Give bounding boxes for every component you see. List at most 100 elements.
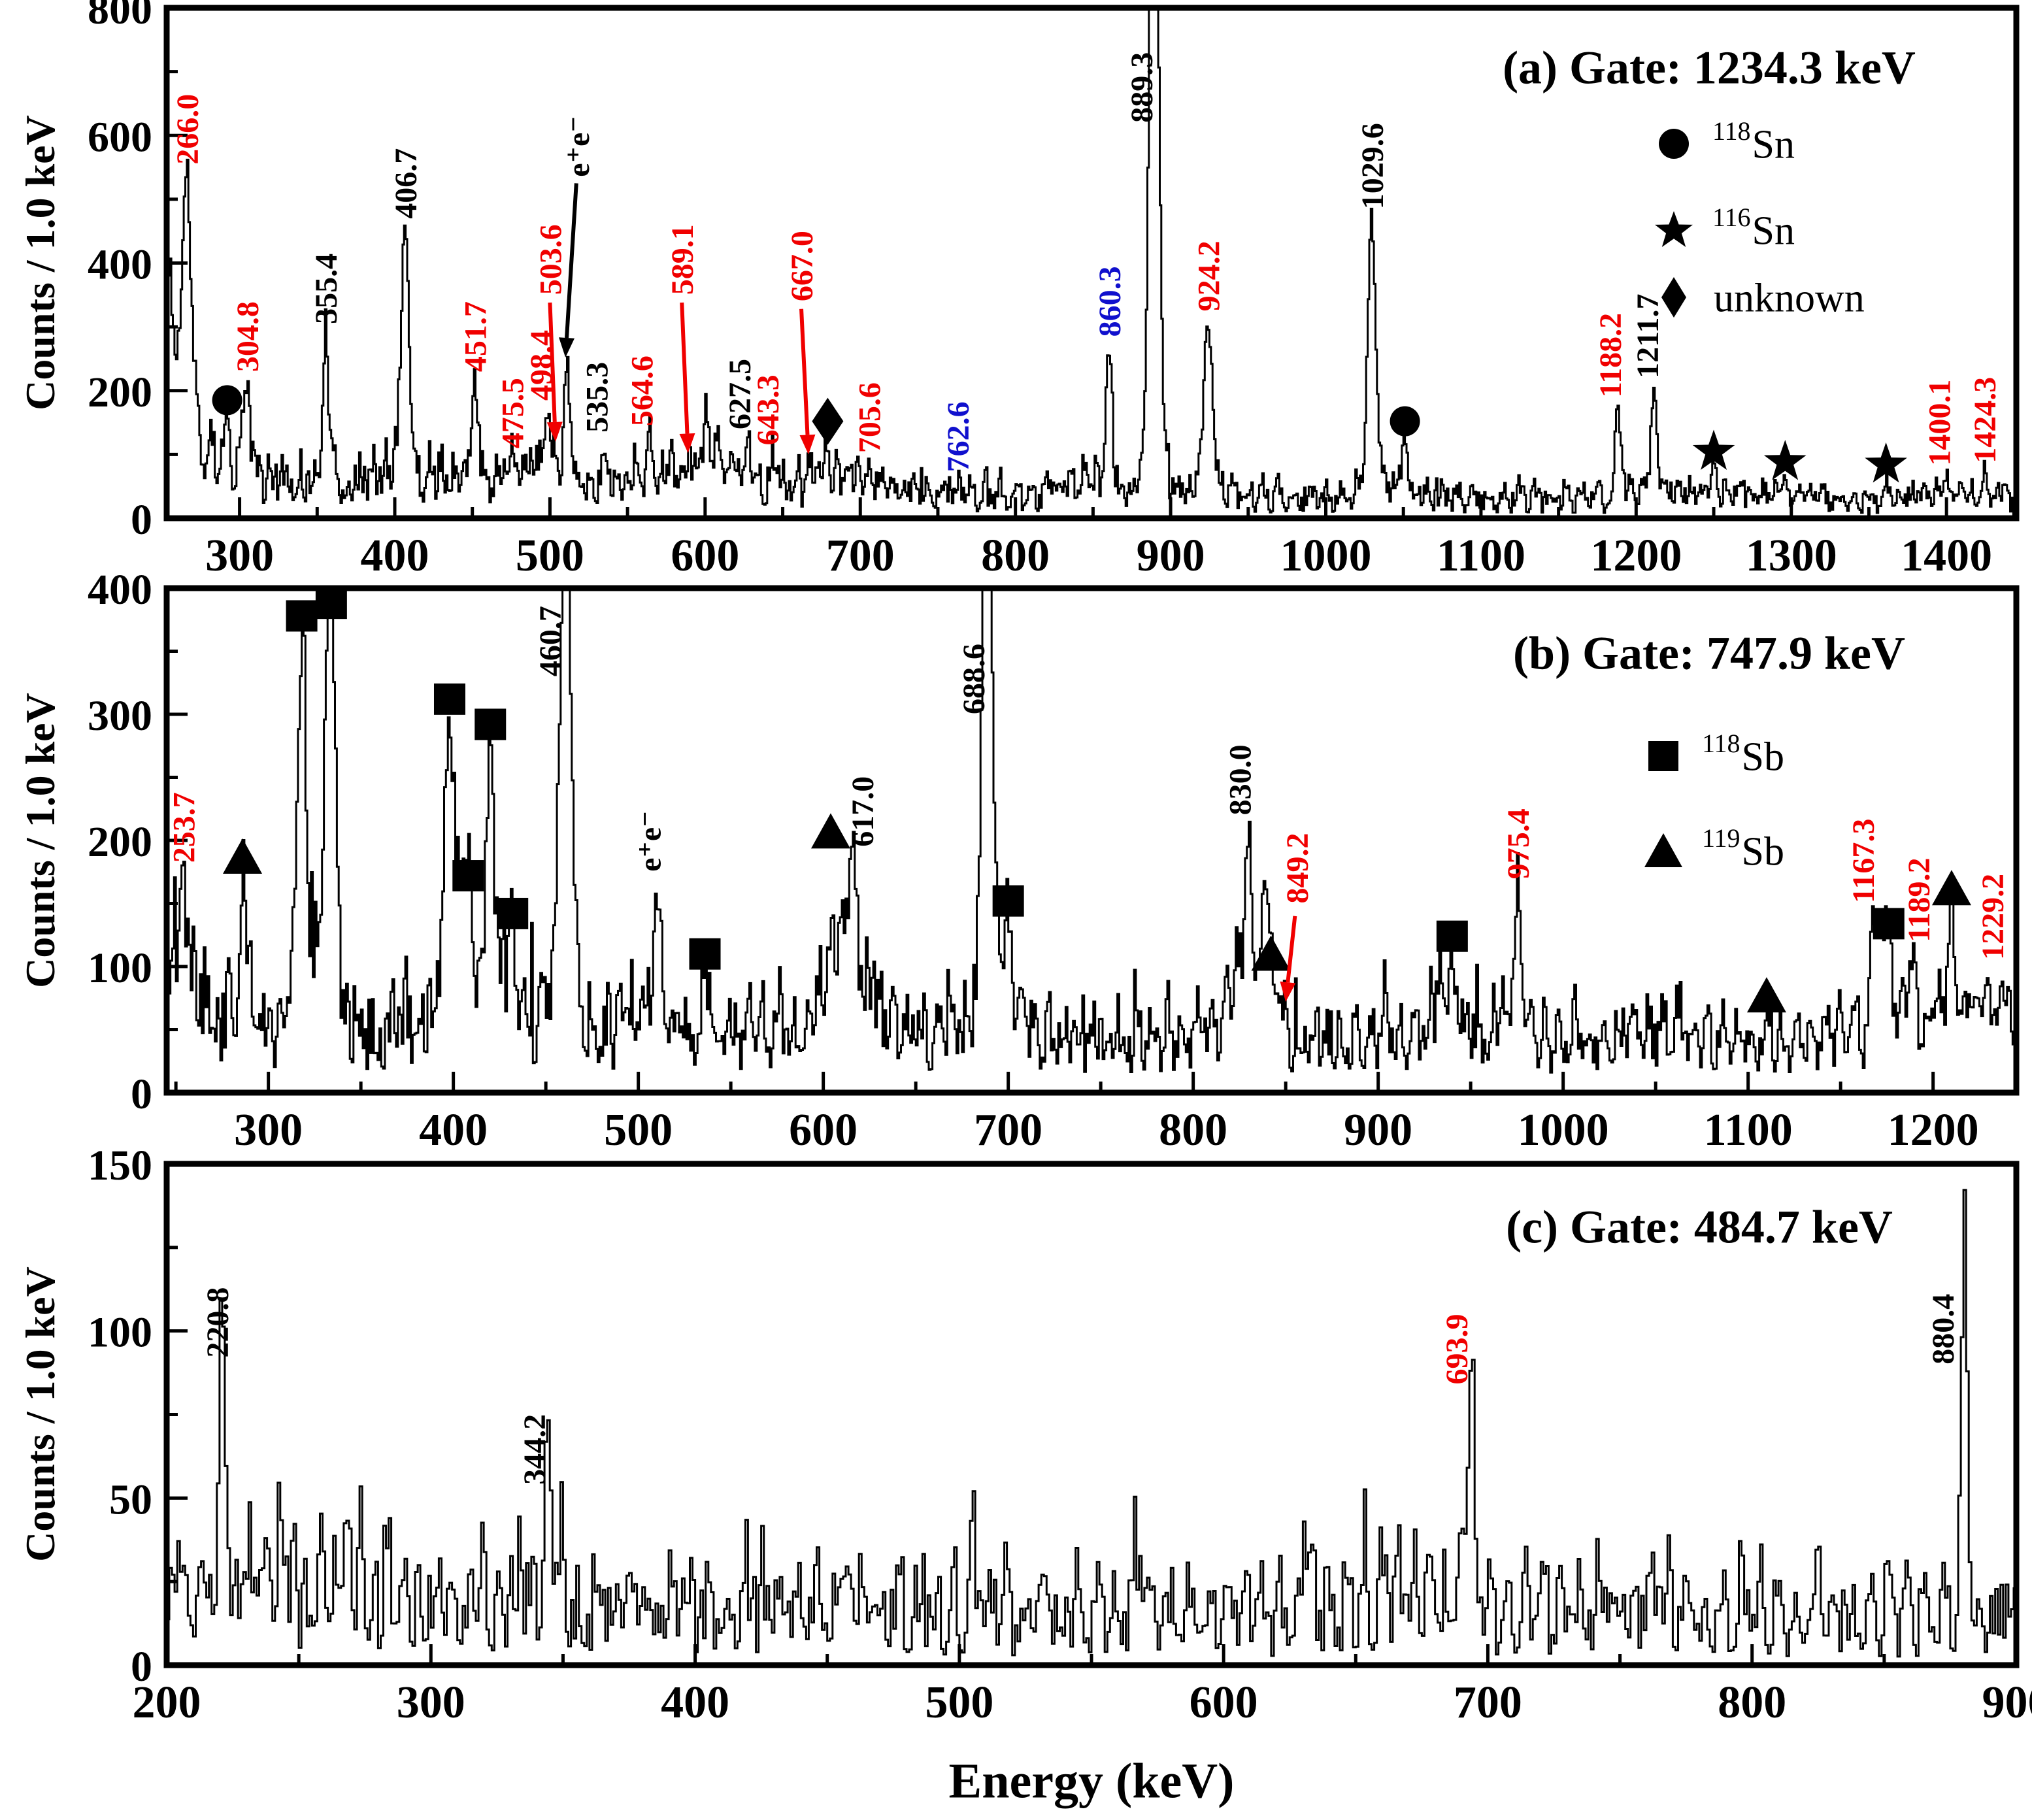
svg-text:451.7: 451.7: [459, 301, 493, 372]
legend-a-118sn-label: 118Sn: [1712, 116, 1795, 167]
svg-text:762.6: 762.6: [941, 401, 976, 472]
x-axis-label: Energy (keV): [948, 1753, 1235, 1809]
svg-text:1000: 1000: [1280, 531, 1371, 581]
peak-labels-a: 266.0304.8355.4406.7451.7475.5498.4503.6…: [171, 52, 2003, 472]
svg-text:304.8: 304.8: [231, 301, 265, 372]
svg-text:688.6: 688.6: [957, 644, 991, 714]
legend-b-118sb-label: 118Sb: [1702, 729, 1784, 780]
svg-text:1189.2: 1189.2: [1902, 857, 1937, 942]
svg-text:700: 700: [826, 531, 895, 581]
svg-text:300: 300: [234, 1105, 303, 1155]
svg-text:500: 500: [604, 1105, 673, 1155]
svg-text:700: 700: [1454, 1678, 1522, 1728]
svg-text:e⁺e⁻: e⁺e⁻: [561, 116, 596, 176]
svg-text:1000: 1000: [1518, 1105, 1609, 1155]
svg-text:800: 800: [88, 0, 152, 33]
svg-text:1400.1: 1400.1: [1922, 380, 1957, 466]
svg-text:1400: 1400: [1901, 531, 1992, 581]
svg-text:355.4: 355.4: [309, 254, 344, 324]
svg-text:0: 0: [131, 496, 152, 544]
svg-text:150: 150: [88, 1142, 152, 1189]
svg-text:1029.6: 1029.6: [1356, 123, 1390, 209]
panel-frame-a: [163, 5, 2020, 521]
svg-text:800: 800: [1159, 1105, 1227, 1155]
spectrum-b: [167, 588, 2016, 1074]
legend-a-118sn: 118Sn: [1652, 116, 1795, 167]
svg-text:1100: 1100: [1704, 1105, 1793, 1155]
arrows-a: [546, 183, 816, 455]
ticks-b: 300 400 500 600 700 800 900 1000 1100 1200 0 100 200…: [88, 566, 1979, 1155]
svg-text:667.0: 667.0: [785, 231, 820, 301]
spectrum-c: [167, 1189, 2016, 1658]
svg-text:589.1: 589.1: [665, 224, 700, 295]
svg-text:1211.7: 1211.7: [1631, 294, 1665, 378]
panel-c-title: (c) Gate: 484.7 keV: [1506, 1200, 1893, 1253]
svg-text:880.4: 880.4: [1926, 1294, 1961, 1365]
svg-text:900: 900: [1344, 1105, 1412, 1155]
svg-text:344.2: 344.2: [518, 1414, 552, 1485]
svg-text:266.0: 266.0: [171, 94, 205, 165]
svg-text:889.3: 889.3: [1125, 52, 1159, 123]
svg-text:600: 600: [1190, 1678, 1258, 1728]
y-axis-label-panel-a: Counts / 1.0 keV: [17, 115, 63, 410]
svg-text:400: 400: [88, 241, 152, 289]
svg-text:e⁺e⁻: e⁺e⁻: [633, 811, 668, 872]
svg-text:1100: 1100: [1437, 531, 1525, 581]
svg-text:643.3: 643.3: [751, 374, 786, 445]
svg-text:800: 800: [981, 531, 1050, 581]
svg-text:50: 50: [109, 1476, 152, 1523]
svg-text:253.7: 253.7: [167, 792, 202, 863]
svg-text:400: 400: [419, 1105, 488, 1155]
legend-a-116sn: 116Sn: [1652, 205, 1795, 252]
y-axis-label-panel-c: Counts / 1.0 keV: [17, 1266, 63, 1562]
svg-text:900: 900: [1982, 1678, 2032, 1728]
svg-text:500: 500: [925, 1678, 993, 1728]
panel-b-title: (b) Gate: 747.9 keV: [1513, 627, 1905, 680]
legend-b-119sb: 119Sb: [1642, 823, 1784, 874]
svg-text:849.2: 849.2: [1280, 833, 1315, 904]
svg-text:1188.2: 1188.2: [1593, 313, 1628, 397]
svg-text:600: 600: [671, 531, 739, 581]
ticks-c: 200 300 400 500 600 700 800 900 0 50 100 150: [88, 1142, 2032, 1728]
svg-text:1200: 1200: [1888, 1105, 1979, 1155]
svg-text:1424.3: 1424.3: [1968, 377, 2003, 463]
filled-square-icon: [1648, 741, 1678, 771]
svg-text:200: 200: [133, 1678, 201, 1728]
svg-text:617.0: 617.0: [846, 776, 880, 847]
svg-text:830.0: 830.0: [1223, 744, 1258, 815]
arrows-b: [1280, 916, 1297, 1002]
ticks-a: 300 400 500 600 700 800 900 1000 1100 1200 1300 140…: [88, 0, 1992, 581]
panel-b: 300 400 500 600 700 800 900 1000 1100 1200 0 100 200…: [88, 566, 2020, 1155]
svg-text:460.7: 460.7: [533, 606, 568, 676]
legend-b-118sb: 118Sb: [1642, 729, 1784, 780]
svg-text:975.4: 975.4: [1501, 808, 1536, 879]
panel-a: 300 400 500 600 700 800 900 1000 1100 1200 1300 140…: [88, 0, 2020, 581]
svg-text:600: 600: [88, 113, 152, 161]
svg-text:500: 500: [516, 531, 584, 581]
peak-markers-a: [212, 385, 1907, 483]
svg-text:800: 800: [1718, 1678, 1786, 1728]
svg-text:600: 600: [789, 1105, 858, 1155]
svg-text:1229.2: 1229.2: [1976, 874, 2010, 960]
legend-a-unknown-label: unknown: [1714, 276, 1865, 321]
svg-text:100: 100: [88, 1309, 152, 1357]
svg-text:1300: 1300: [1746, 531, 1837, 581]
svg-text:1200: 1200: [1590, 531, 1682, 581]
svg-text:200: 200: [88, 818, 152, 866]
svg-text:564.6: 564.6: [625, 356, 660, 426]
spectrum-a: [167, 8, 2016, 516]
svg-text:1167.3: 1167.3: [1846, 819, 1881, 903]
svg-text:0: 0: [131, 1643, 152, 1691]
legend-b-119sb-label: 119Sb: [1702, 823, 1784, 874]
svg-text:400: 400: [661, 1678, 729, 1728]
y-axis-label-panel-b: Counts / 1.0 keV: [17, 693, 63, 988]
svg-text:860.3: 860.3: [1093, 266, 1127, 337]
svg-text:400: 400: [361, 531, 429, 581]
svg-text:0: 0: [131, 1070, 152, 1118]
panel-a-title: (a) Gate: 1234.3 keV: [1503, 41, 1916, 94]
peak-markers-b: [223, 587, 1971, 1013]
filled-circle-icon: [1659, 129, 1689, 159]
svg-text:475.5: 475.5: [495, 378, 530, 448]
